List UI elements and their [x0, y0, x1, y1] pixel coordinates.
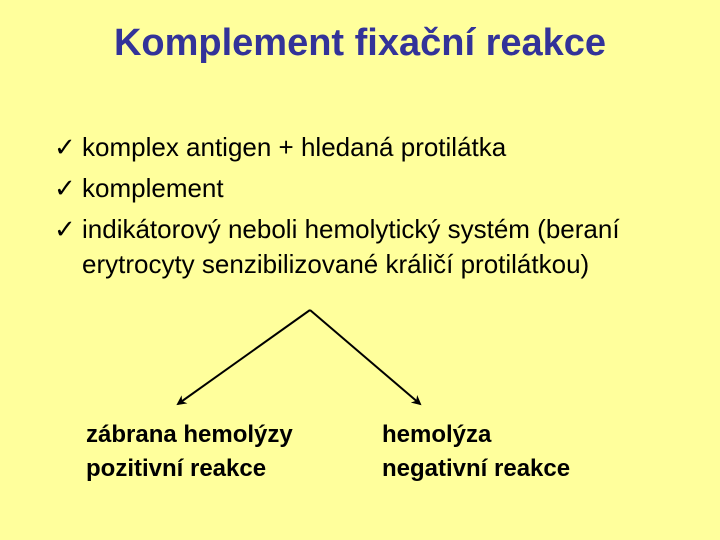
check-icon: ✓	[54, 212, 82, 247]
outcome-right-line2: negativní reakce	[382, 452, 570, 486]
outcome-right-line1: hemolýza	[382, 418, 570, 452]
outcome-left: zábrana hemolýzy pozitivní reakce	[86, 418, 293, 485]
arrow-left-line	[178, 310, 310, 404]
outcome-left-line1: zábrana hemolýzy	[86, 418, 293, 452]
slide: Komplement fixační reakce ✓ komplex anti…	[0, 0, 720, 540]
bullet-text: komplex antigen + hledaná protilátka	[82, 130, 666, 165]
arrow-right-line	[310, 310, 420, 404]
bullet-item: ✓ indikátorový neboli hemolytický systém…	[54, 212, 666, 282]
outcome-right: hemolýza negativní reakce	[382, 418, 570, 485]
check-icon: ✓	[54, 171, 82, 206]
bullet-list: ✓ komplex antigen + hledaná protilátka ✓…	[54, 130, 666, 288]
bullet-item: ✓ komplement	[54, 171, 666, 206]
bullet-text: indikátorový neboli hemolytický systém (…	[82, 212, 666, 282]
bullet-text: komplement	[82, 171, 666, 206]
check-icon: ✓	[54, 130, 82, 165]
outcome-left-line2: pozitivní reakce	[86, 452, 293, 486]
slide-title: Komplement fixační reakce	[0, 22, 720, 65]
bullet-item: ✓ komplex antigen + hledaná protilátka	[54, 130, 666, 165]
